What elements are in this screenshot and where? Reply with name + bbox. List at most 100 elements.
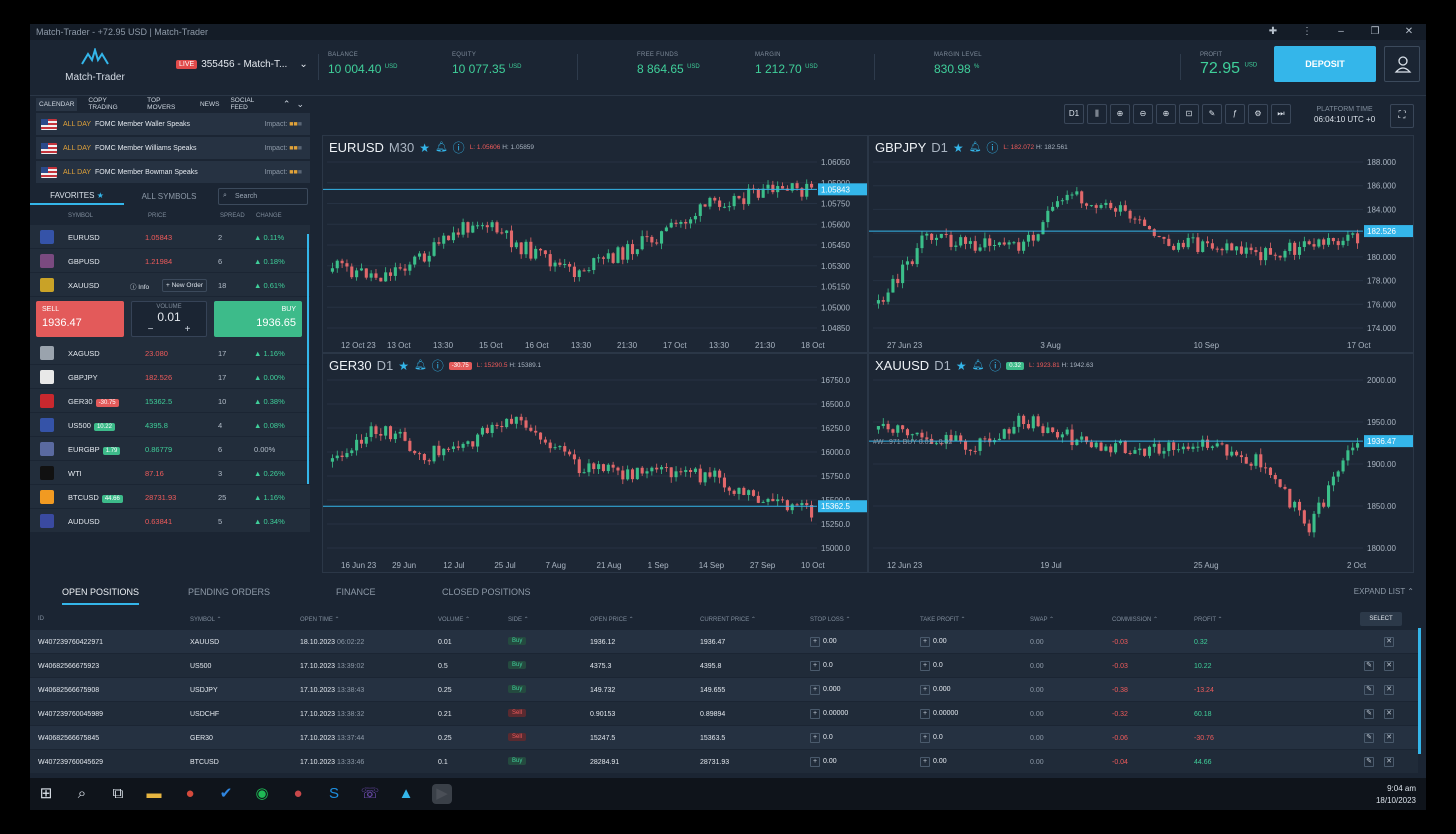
col-change[interactable]: CHANGE — [256, 213, 282, 219]
edit-icon[interactable]: ✎ — [1364, 709, 1374, 719]
tab-social-feed[interactable]: SOCIAL FEED — [230, 97, 255, 111]
stop-loss-cell[interactable]: +0.00 — [810, 637, 837, 647]
tab-finance[interactable]: FINANCE — [336, 587, 376, 597]
tab-calendar[interactable]: CALENDAR — [36, 97, 78, 111]
add-stop-loss-icon[interactable]: + — [810, 661, 820, 671]
col-take-profit[interactable]: TAKE PROFIT ⌃ — [920, 617, 966, 623]
star-icon[interactable]: ★ — [419, 140, 430, 155]
crosshair-icon[interactable]: ⊕ — [1110, 104, 1130, 124]
watchlist-row-btcusd[interactable]: BTCUSD 44.66 28731.93 25 ▲ 1.16% — [30, 485, 310, 509]
position-row[interactable]: W407239760045989 USDCHF 17.10.2023 13:38:3… — [30, 702, 1418, 726]
star-icon[interactable]: ★ — [398, 358, 410, 373]
col-id[interactable]: ID — [38, 616, 44, 622]
col-stop-loss[interactable]: STOP LOSS ⌃ — [810, 617, 851, 623]
tab-favorites[interactable]: FAVORITES ★ — [30, 191, 124, 205]
chevron-up-icon[interactable]: ⌃ — [282, 98, 291, 109]
col-swap[interactable]: SWAP ⌃ — [1030, 617, 1055, 623]
add-take-profit-icon[interactable]: + — [920, 637, 930, 647]
col-commission[interactable]: COMMISSION ⌃ — [1112, 617, 1159, 623]
tab-closed-positions[interactable]: CLOSED POSITIONS — [442, 587, 531, 597]
watchlist-row-eurusd[interactable]: EURUSD 1.05843 2 ▲ 0.11% — [30, 225, 310, 249]
file-explorer-icon[interactable]: ▬ — [146, 785, 162, 802]
chart-ger30[interactable]: 16750.016500.016250.016000.015750.015500… — [322, 353, 868, 573]
search-input[interactable]: ⌕ Search — [218, 188, 308, 205]
watchlist-row-xauusd[interactable]: XAUUSD ⓘ Info + New Order 18 ▲ 0.61% — [30, 273, 310, 297]
todo-icon[interactable]: ✔ — [219, 785, 233, 802]
info-icon[interactable]: ⓘ — [452, 141, 465, 155]
col-open-time[interactable]: OPEN TIME ⌃ — [300, 617, 340, 623]
media-player-icon[interactable]: ▶ — [432, 784, 452, 804]
volume-value[interactable]: 0.01 — [157, 310, 181, 324]
col-current-price[interactable]: CURRENT PRICE ⌃ — [700, 617, 756, 623]
take-profit-cell[interactable]: +0.0 — [920, 733, 943, 743]
fx-icon[interactable]: ƒ — [1225, 104, 1245, 124]
stop-loss-cell[interactable]: +0.000 — [810, 685, 841, 695]
chevron-down-icon[interactable]: ⌄ — [296, 98, 304, 109]
take-profit-cell[interactable]: +0.00 — [920, 757, 947, 767]
info-button[interactable]: ⓘ Info — [130, 284, 150, 291]
close-position-icon[interactable]: ✕ — [1384, 757, 1394, 767]
calendar-event[interactable]: ALL DAY FOMC Member Bowman Speaks Impact: … — [36, 161, 310, 183]
chart-canvas[interactable]: 2000.00 1950.00 1900.00 1850.00 1800.00 12 Ju… — [869, 354, 1414, 573]
add-take-profit-icon[interactable]: + — [920, 685, 930, 695]
minimize-icon[interactable]: – — [1338, 26, 1344, 37]
expand-list-button[interactable]: EXPAND LIST ⌃ — [1354, 587, 1414, 596]
watchlist-row-gbpusd[interactable]: GBPUSD 1.21984 6 ▲ 0.18% — [30, 249, 310, 273]
col-volume[interactable]: VOLUME ⌃ — [438, 617, 471, 623]
chart-canvas[interactable]: 1.06050 1.05900 1.05750 1.05600 1.05450 1.053… — [323, 136, 868, 353]
open-order-marker[interactable]: #W...971 BUY 0.01 · 0.32 — [873, 439, 952, 446]
volume-plus-button[interactable]: + — [184, 324, 191, 335]
task-view-icon[interactable]: ⧉ — [112, 785, 124, 802]
stop-loss-cell[interactable]: +0.0 — [810, 733, 833, 743]
volume-stepper[interactable]: VOLUME 0.01− + — [131, 301, 207, 337]
watchlist-row-audusd[interactable]: AUDUSD 0.63841 5 ▲ 0.34% — [30, 509, 310, 533]
spotify-icon[interactable]: ◉ — [255, 785, 269, 802]
restore-icon[interactable]: ❐ — [1370, 26, 1380, 37]
taskbar-clock[interactable]: 9:04 am 18/10/2023 — [1376, 783, 1416, 807]
calendar-event[interactable]: ALL DAY FOMC Member Williams Speaks Impact… — [36, 137, 310, 159]
chart-canvas[interactable]: 16750.016500.016250.016000.015750.015500… — [323, 354, 868, 573]
watchlist-row-gbpjpy[interactable]: GBPJPY 182.526 17 ▲ 0.00% — [30, 365, 310, 389]
edit-icon[interactable]: ✎ — [1364, 661, 1374, 671]
tab-all-symbols[interactable]: ALL SYMBOLS — [141, 192, 197, 201]
position-row[interactable]: W407239760422971 XAUUSD 18.10.2023 06:02:2… — [30, 630, 1418, 654]
chart-canvas[interactable]: 188.000186.000184.000182.000180.000178.0… — [869, 136, 1414, 353]
add-stop-loss-icon[interactable]: + — [810, 685, 820, 695]
chrome-icon[interactable]: ● — [185, 785, 195, 802]
stop-loss-cell[interactable]: +0.00000 — [810, 709, 848, 719]
watchlist-row-xagusd[interactable]: XAGUSD 23.080 17 ▲ 1.16% — [30, 341, 310, 365]
extensions-icon[interactable]: ✚ — [1268, 26, 1278, 37]
match-trader-icon[interactable]: ▲ — [398, 785, 414, 802]
skip-icon[interactable]: ⏭ — [1271, 104, 1291, 124]
candles-icon[interactable]: ⫼ — [1087, 104, 1107, 124]
add-take-profit-icon[interactable]: + — [920, 757, 930, 767]
close-position-icon[interactable]: ✕ — [1384, 637, 1394, 647]
chart-xauusd[interactable]: 2000.00 1950.00 1900.00 1850.00 1800.00 12 Ju… — [868, 353, 1414, 573]
chart-gbpjpy[interactable]: 188.000186.000184.000182.000180.000178.0… — [868, 135, 1414, 353]
edit-icon[interactable]: ✎ — [1364, 685, 1374, 695]
fit-icon[interactable]: ⊡ — [1179, 104, 1199, 124]
close-position-icon[interactable]: ✕ — [1384, 733, 1394, 743]
tab-news[interactable]: NEWS — [199, 100, 220, 108]
info-icon[interactable]: ⓘ — [431, 359, 444, 373]
bell-icon[interactable]: 🔔︎ — [968, 142, 982, 153]
gear-icon[interactable]: ⚙ — [1248, 104, 1268, 124]
col-symbol[interactable]: SYMBOL — [68, 213, 94, 219]
col-open-price[interactable]: OPEN PRICE ⌃ — [590, 617, 634, 623]
close-position-icon[interactable]: ✕ — [1384, 661, 1394, 671]
buy-button[interactable]: BUY 1936.65 — [214, 301, 302, 337]
position-row[interactable]: W40682566675845 GER30 17.10.2023 13:37:44 0… — [30, 726, 1418, 750]
take-profit-cell[interactable]: +0.00000 — [920, 709, 958, 719]
stop-loss-cell[interactable]: +0.00 — [810, 757, 837, 767]
add-stop-loss-icon[interactable]: + — [810, 709, 820, 719]
zoom-out-icon[interactable]: ⊖ — [1133, 104, 1153, 124]
sell-button[interactable]: SELL 1936.47 — [36, 301, 124, 337]
bell-icon[interactable]: 🔔︎ — [434, 142, 448, 153]
watchlist-row-us500[interactable]: US500 10.22 4395.8 4 ▲ 0.08% — [30, 413, 310, 437]
watchlist-row-wti[interactable]: WTI 87.16 3 ▲ 0.26% — [30, 461, 310, 485]
tab-copy-trading[interactable]: COPY TRADING — [88, 97, 118, 111]
more-icon[interactable]: ⋮ — [1302, 26, 1312, 37]
account-selector[interactable]: LIVE 355456 - Match-T... ⌄ — [176, 59, 308, 70]
info-icon[interactable]: ⓘ — [986, 141, 999, 155]
close-icon[interactable]: ✕ — [1404, 26, 1414, 37]
